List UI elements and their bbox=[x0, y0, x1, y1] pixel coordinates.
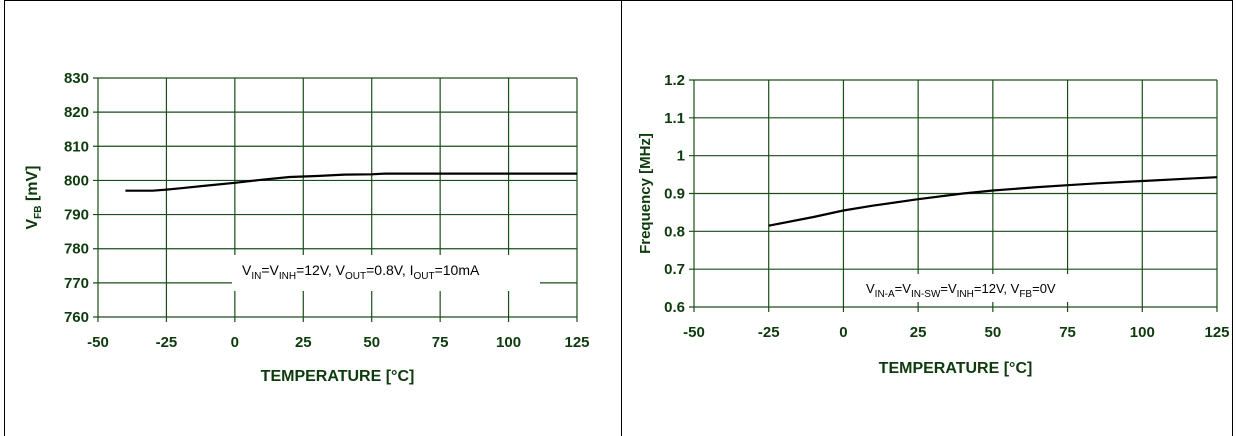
chart0-y-tick-label: 790 bbox=[64, 207, 89, 224]
chart0-annotation-part: =10mA bbox=[435, 262, 480, 278]
chart0-y-tick-label: 780 bbox=[64, 241, 89, 258]
chart0-annotation-part: OUT bbox=[345, 271, 366, 282]
chart0-y-label-sub: FB bbox=[33, 205, 44, 218]
chart0-x-tick-label: 25 bbox=[295, 334, 312, 351]
chart1-x-tick-label: 125 bbox=[1204, 324, 1229, 341]
chart1-x-tick-label: -25 bbox=[758, 324, 780, 341]
chart1-annotation: VIN-A=VIN-SW=VINH=12V, VFB=0V bbox=[866, 281, 1056, 300]
chart0-annotation-part: OUT bbox=[413, 271, 434, 282]
chart1-grid bbox=[689, 79, 1218, 312]
chart1-annotation-part: FB bbox=[1019, 289, 1032, 300]
chart0-x-axis-label: TEMPERATURE [°C] bbox=[261, 368, 415, 385]
chart0-series bbox=[125, 172, 577, 192]
chart0-annotation-part: =12V, V bbox=[296, 262, 346, 278]
chart1-y-axis-label: Frequency [MHz] bbox=[637, 133, 654, 254]
chart0-annotation-part: =V bbox=[261, 262, 279, 278]
chart0-y-tick-label: 760 bbox=[64, 309, 89, 326]
chart1-annotation-part: IN-SW bbox=[911, 289, 941, 300]
chart0-y-tick-label: 810 bbox=[64, 138, 89, 155]
chart0-grid bbox=[93, 77, 578, 322]
chart0-y-tick-label: 770 bbox=[64, 275, 89, 292]
vfb-vs-temperature-chart: 760 770 780 790 800 810 820 830 -50 -25 0 25 50 75 10… bbox=[24, 70, 590, 385]
chart1-y-tick-label: 0.9 bbox=[664, 186, 685, 203]
chart1-y-ticks: 0.6 0.7 0.8 0.9 1 1.1 1.2 bbox=[664, 72, 685, 316]
chart1-series-line bbox=[768, 176, 1218, 227]
chart0-y-tick-label: 800 bbox=[64, 172, 89, 189]
chart1-x-axis-label: TEMPERATURE [°C] bbox=[879, 360, 1033, 377]
chart0-annotation-box bbox=[232, 255, 540, 291]
chart1-x-tick-label: 0 bbox=[839, 324, 847, 341]
chart1-annotation-part: INH bbox=[957, 289, 974, 300]
chart1-x-tick-label: 50 bbox=[985, 324, 1002, 341]
chart1-x-tick-label: 100 bbox=[1130, 324, 1155, 341]
chart0-annotation: VIN=VINH=12V, VOUT=0.8V, IOUT=10mA bbox=[242, 262, 480, 282]
chart1-annotation-box bbox=[848, 274, 1084, 302]
chart0-x-tick-label: 50 bbox=[363, 334, 380, 351]
chart0-x-tick-label: 125 bbox=[564, 334, 589, 351]
chart1-y-tick-label: 1.2 bbox=[664, 72, 685, 89]
chart1-x-tick-label: -50 bbox=[683, 324, 705, 341]
chart0-y-ticks: 760 770 780 790 800 810 820 830 bbox=[64, 70, 89, 326]
chart1-annotation-part: =0V bbox=[1032, 281, 1056, 296]
chart0-y-tick-label: 820 bbox=[64, 104, 89, 121]
frequency-vs-temperature-chart: 0.60.70.80.911.11.2 -50 -25 0 25 50 75 100 125 … bbox=[637, 72, 1230, 377]
chart0-x-tick-label: -25 bbox=[156, 334, 178, 351]
chart0-series-line bbox=[125, 172, 577, 192]
chart1-annotation-part: =V bbox=[895, 281, 912, 296]
chart0-annotation-part: INH bbox=[279, 271, 296, 282]
chart1-annotation-part: V bbox=[866, 281, 875, 296]
chart1-annotation-part: =12V, V bbox=[974, 281, 1020, 296]
chart0-x-tick-label: -50 bbox=[87, 334, 109, 351]
chart1-series bbox=[768, 176, 1218, 227]
chart0-x-tick-label: 75 bbox=[432, 334, 449, 351]
chart1-y-tick-label: 1.1 bbox=[664, 110, 685, 127]
chart1-x-tick-label: 25 bbox=[910, 324, 927, 341]
chart0-annotation-part: =0.8V, I bbox=[366, 262, 413, 278]
chart0-annotation-part: IN bbox=[251, 271, 261, 282]
chart0-annotation-part: V bbox=[242, 262, 252, 278]
chart0-x-tick-label: 100 bbox=[496, 334, 521, 351]
chart1-annotation-part: =V bbox=[940, 281, 957, 296]
chart1-y-tick-label: 0.8 bbox=[664, 223, 685, 240]
right-panel-border bbox=[621, 0, 1233, 436]
chart0-y-label-unit: [mV] bbox=[24, 165, 41, 205]
chart1-y-tick-label: 1 bbox=[677, 148, 685, 165]
chart1-annotation-part: IN-A bbox=[875, 289, 895, 300]
chart1-y-tick-label: 0.7 bbox=[664, 261, 685, 278]
chart1-x-ticks: -50 -25 0 25 50 75 100 125 bbox=[683, 324, 1229, 341]
chart1-y-tick-label: 0.6 bbox=[664, 299, 685, 316]
chart0-y-tick-label: 830 bbox=[64, 70, 89, 87]
chart0-x-tick-label: 0 bbox=[231, 334, 239, 351]
chart1-x-tick-label: 75 bbox=[1059, 324, 1076, 341]
chart0-x-ticks: -50 -25 0 25 50 75 100 125 bbox=[87, 334, 589, 351]
chart0-y-label-main: V bbox=[24, 219, 41, 230]
chart0-y-axis-label: VFB [mV] bbox=[24, 165, 44, 229]
